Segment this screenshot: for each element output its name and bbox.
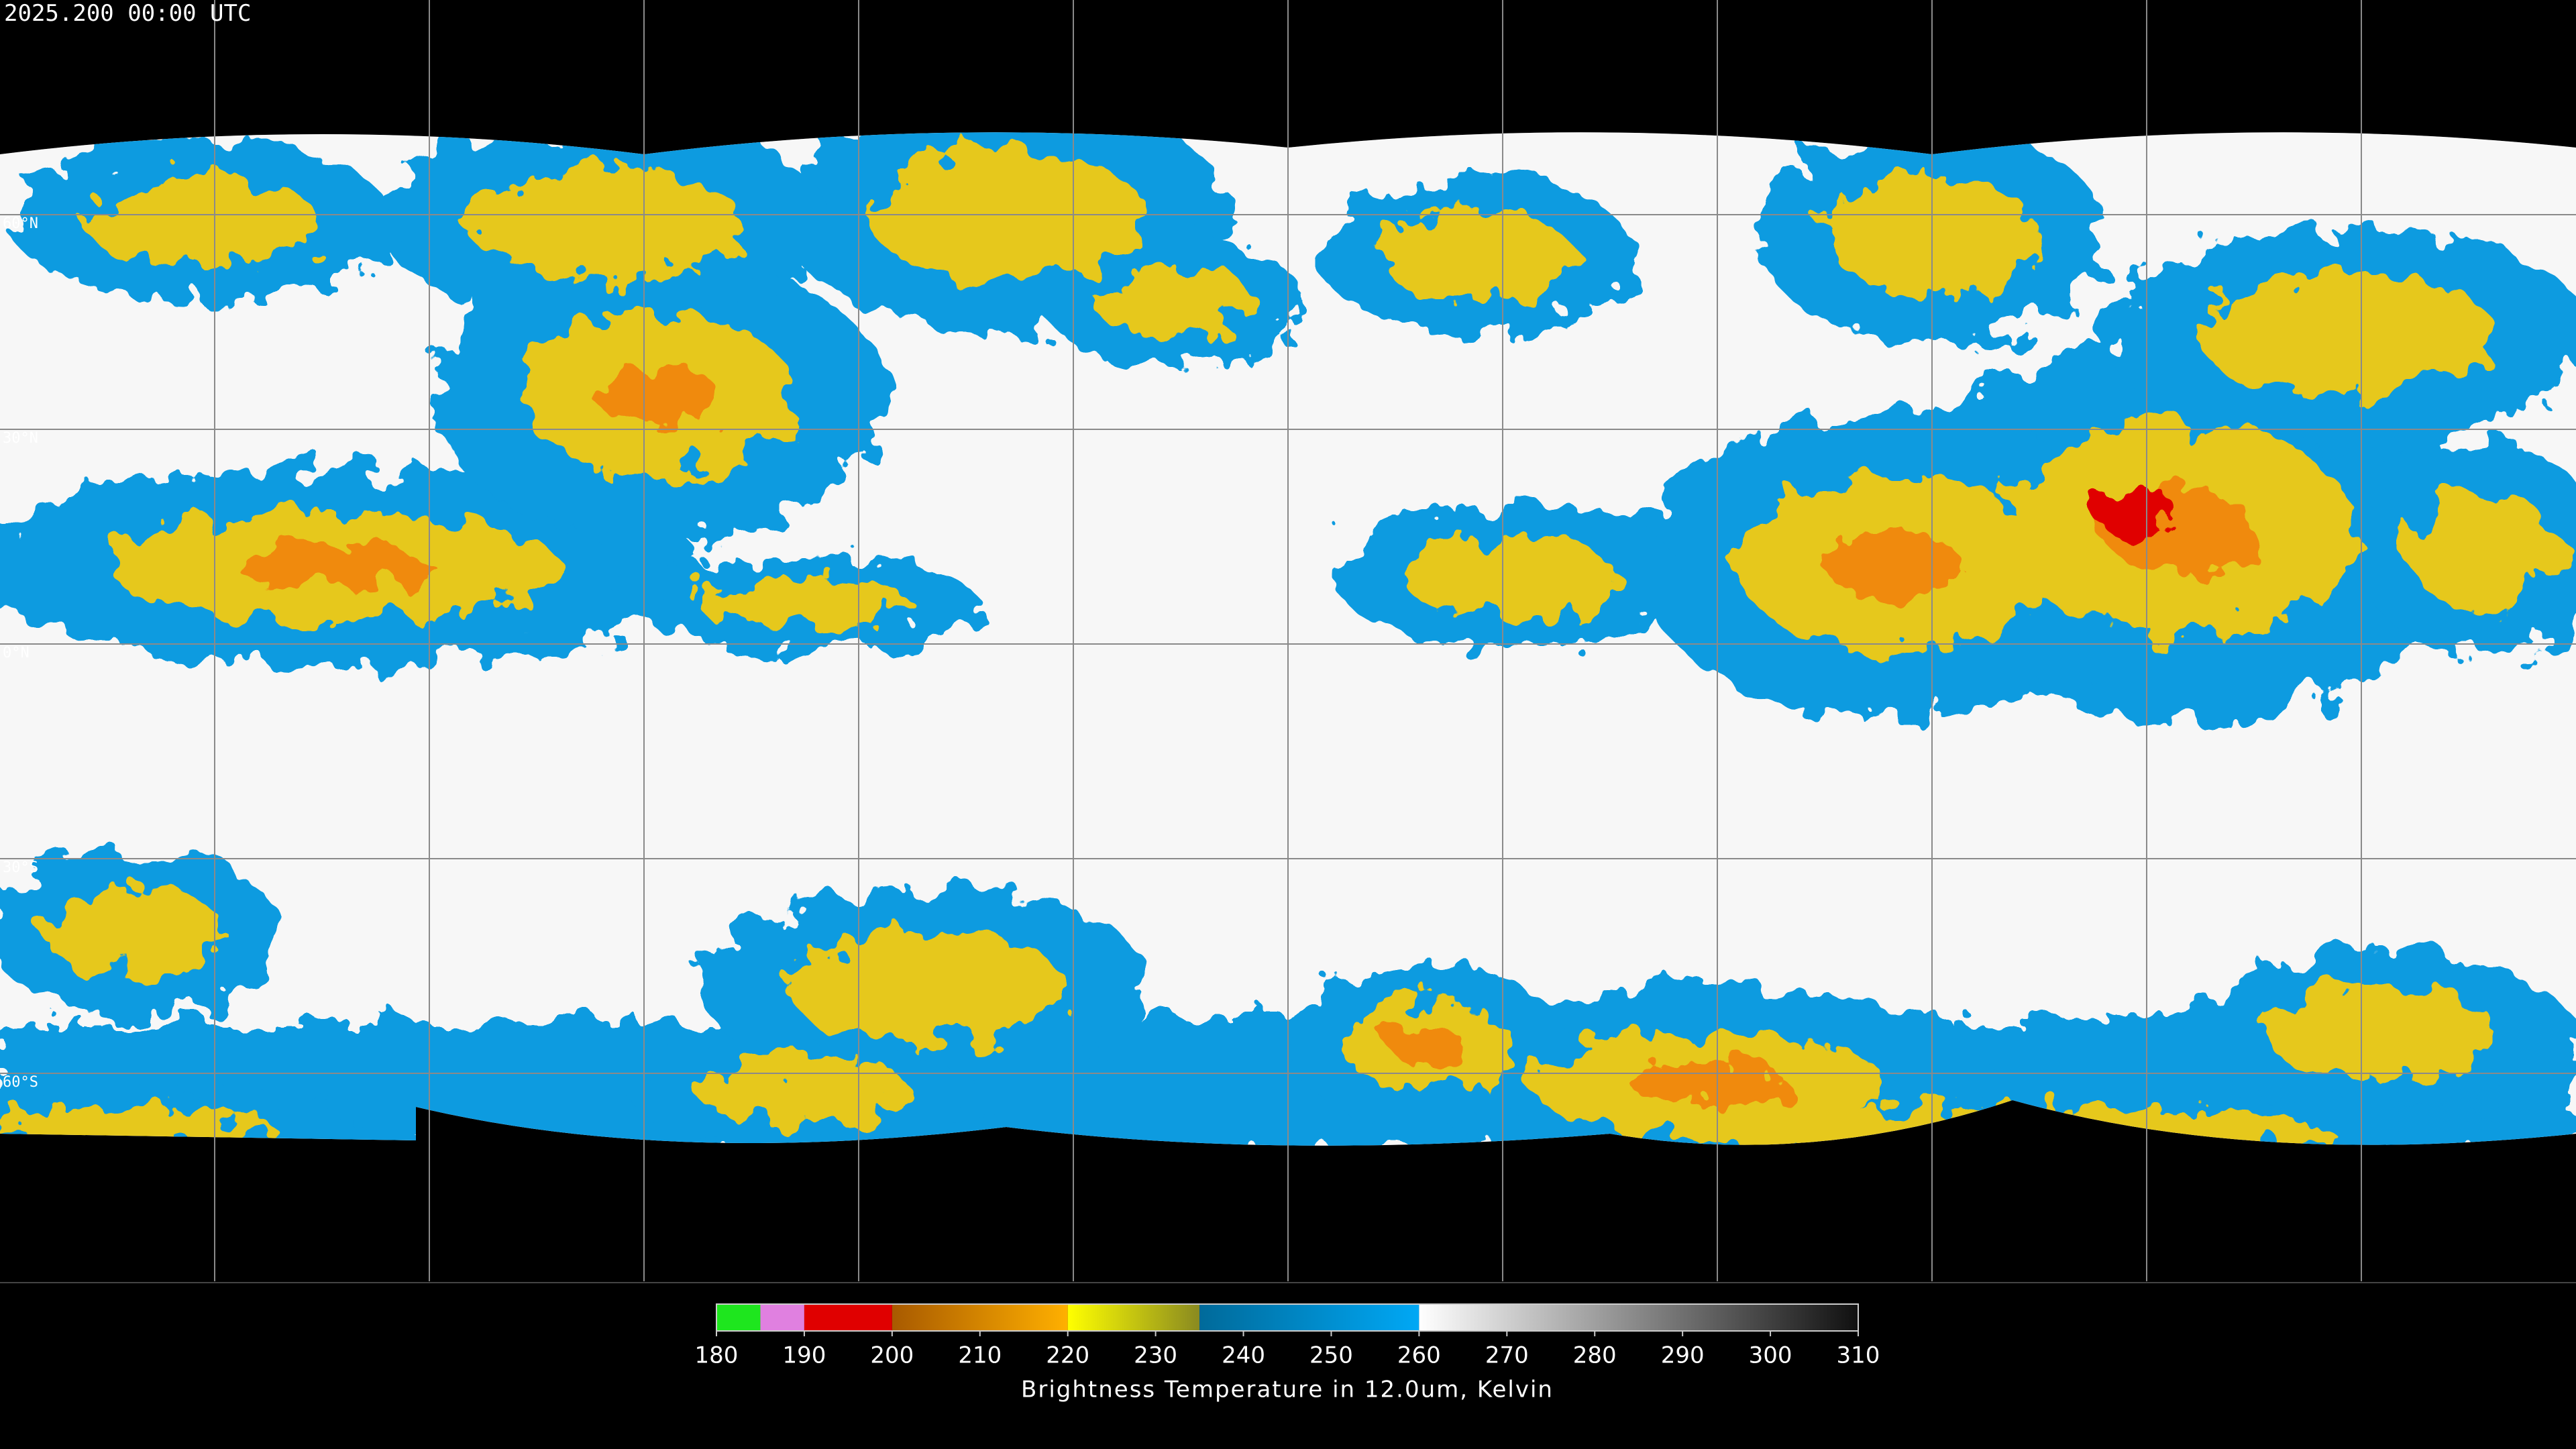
yellow-cloud (2198, 275, 2498, 396)
lat-label: 60°N (3, 215, 38, 232)
colorbar-segment (1419, 1304, 1858, 1331)
colorbar-tick-label: 300 (1749, 1342, 1792, 1369)
yellow-cloud (1093, 266, 1254, 337)
lat-label: 0°N (3, 645, 30, 661)
colorbar-tick-label: 290 (1661, 1342, 1705, 1369)
colorbar-tick-label: 220 (1046, 1342, 1089, 1369)
timestamp: 2025.200 00:00 UTC (4, 0, 251, 27)
colorbar-segment (1067, 1304, 1200, 1331)
yellow-cloud (2264, 987, 2500, 1079)
yellow-cloud (43, 887, 225, 978)
colorbar-tick-label: 260 (1397, 1342, 1441, 1369)
red-cloud (2096, 486, 2176, 539)
colorbar-segment (760, 1304, 804, 1331)
colorbar-tick-label: 180 (695, 1342, 739, 1369)
colorbar-tick-label: 310 (1837, 1342, 1880, 1369)
colorbar-tick-label: 230 (1134, 1342, 1177, 1369)
colorbar-tick-label: 210 (958, 1342, 1002, 1369)
yellow-cloud (464, 166, 743, 277)
colorbar: 180 190 200 210 220 230 240 250 260 270 280 290 300 3… (695, 1303, 1880, 1403)
colorbar-frame (716, 1303, 1859, 1332)
yellow-cloud (83, 176, 319, 267)
colorbar-segment (892, 1304, 1068, 1331)
colorbar-title: Brightness Temperature in 12.0um, Kelvin (1021, 1377, 1554, 1403)
colorbar-tick-label: 280 (1573, 1342, 1617, 1369)
colorbar-segment (716, 1304, 761, 1331)
yellow-cloud (698, 1063, 912, 1124)
yellow-cloud (1379, 209, 1572, 301)
colorbar-tick-label: 200 (870, 1342, 914, 1369)
colorbar-segment (804, 1304, 892, 1331)
orange-cloud (1823, 529, 1960, 598)
orange-cloud (1631, 1062, 1786, 1106)
colorbar-tick-label: 270 (1485, 1342, 1529, 1369)
yellow-cloud (786, 930, 1065, 1042)
colorbar-segment (1199, 1304, 1419, 1331)
orange-cloud (237, 545, 434, 589)
orange-cloud (1391, 1028, 1466, 1065)
colorbar-tick-label: 250 (1309, 1342, 1353, 1369)
lat-label: 60°S (3, 1074, 38, 1091)
colorbar-tick-label: 190 (782, 1342, 826, 1369)
graticule: 60°N 30°N 0°N 30°S 60°S (0, 0, 2576, 1283)
yellow-cloud (2407, 490, 2557, 610)
yellow-cloud (698, 578, 912, 629)
lat-label: 30°S (3, 859, 38, 876)
yellow-cloud (1402, 537, 1617, 617)
orange-cloud (596, 364, 718, 428)
lat-label: 30°N (3, 430, 38, 447)
colorbar-tick-label: 240 (1222, 1342, 1265, 1369)
